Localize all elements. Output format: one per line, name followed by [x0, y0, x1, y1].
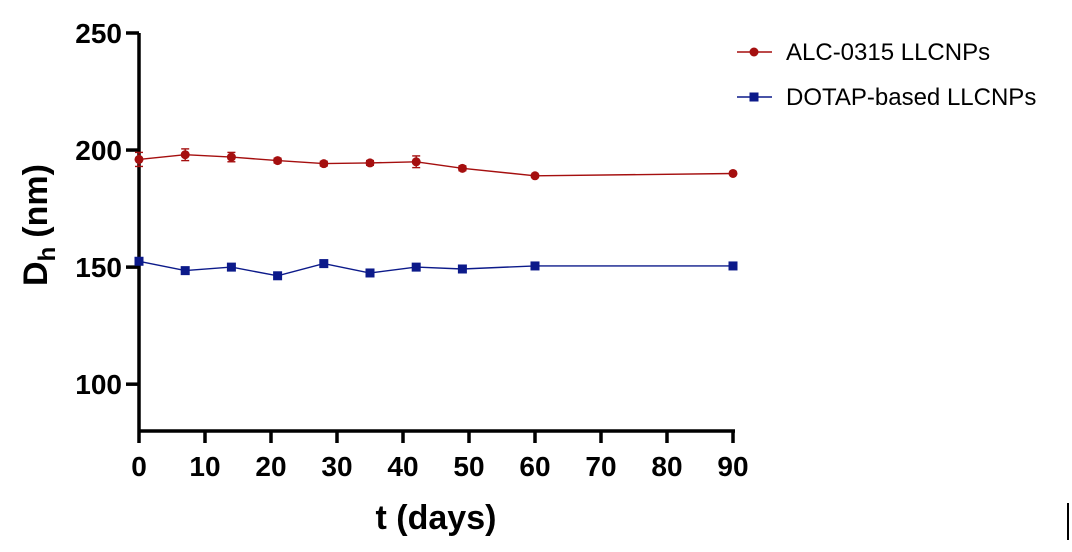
- data-point: [319, 259, 329, 269]
- x-tick-label: 0: [131, 451, 147, 482]
- legend: ALC-0315 LLCNPs DOTAP-based LLCNPs: [737, 39, 1036, 111]
- x-tick-label: 40: [387, 451, 418, 482]
- y-tick-label: 150: [75, 252, 122, 283]
- x-tick-label: 80: [651, 451, 682, 482]
- legend-label: ALC-0315 LLCNPs: [786, 39, 990, 66]
- legend-item-2: DOTAP-based LLCNPs: [737, 84, 1036, 111]
- y-axis-title: Dh (nm): [17, 164, 61, 286]
- data-point: [134, 256, 144, 266]
- series-line: [138, 260, 733, 277]
- data-point: [273, 271, 283, 281]
- axes: [137, 33, 735, 433]
- x-tick-label: 50: [453, 451, 484, 482]
- data-point: [134, 154, 144, 164]
- data-point: [273, 156, 283, 166]
- x-tick-label: 10: [189, 451, 220, 482]
- data-point: [530, 171, 540, 181]
- x-tick-label: 60: [519, 451, 550, 482]
- data-point: [728, 168, 738, 178]
- data-point: [319, 159, 329, 169]
- y-axis-title-main: D: [17, 261, 55, 286]
- y-axis-title-subscript: h: [34, 247, 61, 262]
- y-tick-label: 250: [75, 18, 122, 49]
- x-tick-label: 70: [585, 451, 616, 482]
- x-axis-title: t (days): [376, 499, 497, 537]
- x-tick-label: 30: [321, 451, 352, 482]
- legend-label: DOTAP-based LLCNPs: [786, 84, 1036, 111]
- data-point: [411, 262, 421, 272]
- x-ticks: 0 10 20 30 40 50 60 70 80 90: [131, 431, 749, 482]
- y-axis-title-unit: (nm): [17, 164, 55, 238]
- data-point: [365, 268, 375, 278]
- data-point: [226, 152, 236, 162]
- data-point: [180, 266, 190, 276]
- data-point: [457, 163, 467, 173]
- series-1: [134, 148, 738, 181]
- legend-item-1: ALC-0315 LLCNPs: [737, 39, 990, 66]
- y-tick-label: 100: [75, 369, 122, 400]
- series-line: [138, 153, 734, 177]
- data-point: [530, 261, 540, 271]
- data-point: [457, 264, 467, 274]
- series-2: [134, 256, 738, 281]
- data-point: [365, 158, 375, 168]
- data-point: [411, 157, 421, 167]
- data-point: [728, 261, 738, 271]
- data-point: [180, 150, 190, 160]
- series-group: [134, 148, 738, 281]
- x-tick-label: 90: [717, 451, 748, 482]
- y-ticks: 100 150 200 250: [75, 18, 139, 400]
- legend-marker: [749, 92, 759, 102]
- stray-vertical-mark: [1067, 503, 1069, 540]
- legend-marker: [749, 47, 759, 57]
- y-tick-label: 200: [75, 135, 122, 166]
- data-point: [226, 262, 236, 272]
- x-tick-label: 20: [255, 451, 286, 482]
